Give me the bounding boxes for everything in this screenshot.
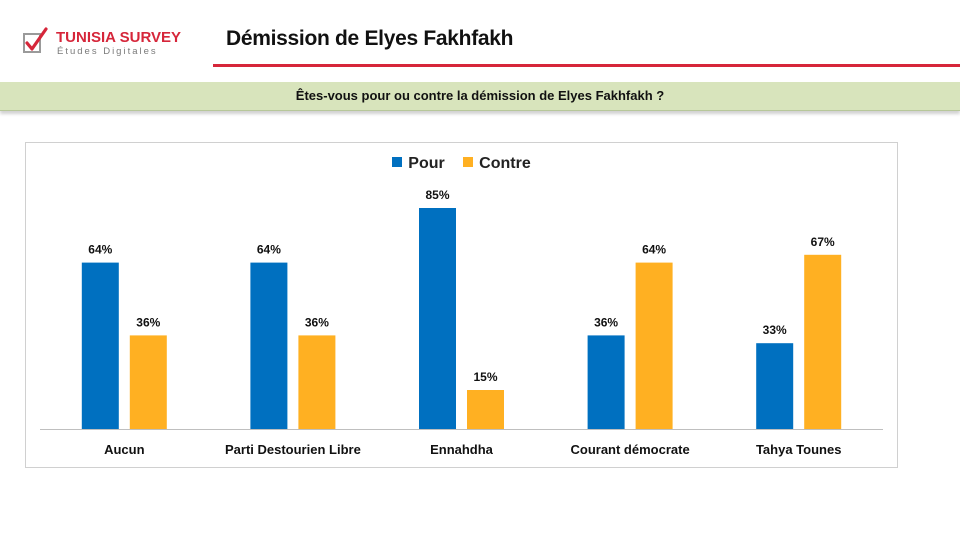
checkmark-logo-icon bbox=[23, 27, 48, 53]
legend-swatch-contre bbox=[463, 157, 474, 167]
brand-logo: TUNISIA SURVEY Études Digitales bbox=[22, 26, 182, 60]
data-label-contre-3: 64% bbox=[642, 243, 666, 257]
category-label-2: Ennahdha bbox=[430, 442, 494, 457]
bar-contre-3 bbox=[635, 262, 673, 429]
legend-item-contre: Contre bbox=[463, 155, 531, 173]
legend-label-contre: Contre bbox=[479, 155, 531, 172]
data-label-contre-2: 15% bbox=[473, 370, 497, 384]
data-label-contre-1: 36% bbox=[305, 315, 329, 329]
chart-frame: Pour Contre 64% 36% Aucun 64% 36% Parti Desto… bbox=[25, 142, 898, 468]
data-label-pour-1: 64% bbox=[257, 243, 281, 257]
data-label-contre-0: 36% bbox=[136, 315, 160, 329]
data-label-pour-0: 64% bbox=[88, 243, 112, 257]
data-label-pour-3: 36% bbox=[594, 315, 618, 329]
legend-swatch-pour bbox=[392, 157, 403, 167]
bar-pour-3 bbox=[587, 335, 625, 429]
category-label-0: Aucun bbox=[104, 442, 145, 457]
category-label-4: Tahya Tounes bbox=[756, 442, 841, 457]
bar-pour-4 bbox=[756, 343, 794, 429]
data-label-contre-4: 67% bbox=[811, 235, 835, 249]
bar-contre-2 bbox=[467, 390, 504, 429]
legend-item-pour: Pour bbox=[392, 155, 445, 173]
question-text: Êtes-vous pour ou contre la démission de… bbox=[295, 88, 665, 103]
brand-name: TUNISIA SURVEY bbox=[56, 29, 182, 46]
category-label-1: Parti Destourien Libre bbox=[225, 442, 361, 457]
chart-legend: Pour Contre bbox=[26, 155, 897, 173]
bar-pour-2 bbox=[419, 208, 456, 429]
title-underline bbox=[213, 64, 960, 67]
data-label-pour-4: 33% bbox=[763, 323, 787, 337]
brand-tagline: Études Digitales bbox=[57, 46, 158, 57]
bar-contre-0 bbox=[129, 335, 167, 429]
legend-label-pour: Pour bbox=[408, 155, 445, 172]
bar-contre-4 bbox=[804, 254, 842, 429]
data-label-pour-2: 85% bbox=[425, 188, 449, 202]
bar-contre-1 bbox=[298, 335, 336, 429]
question-banner: Êtes-vous pour ou contre la démission de… bbox=[0, 82, 960, 111]
bar-pour-0 bbox=[81, 262, 119, 429]
category-label-3: Courant démocrate bbox=[570, 442, 689, 457]
bar-pour-1 bbox=[250, 262, 288, 429]
bar-chart: 64% 36% Aucun 64% 36% Parti Destourien Libre 8… bbox=[40, 188, 883, 457]
page-title: Démission de Elyes Fakhfakh bbox=[226, 27, 514, 50]
